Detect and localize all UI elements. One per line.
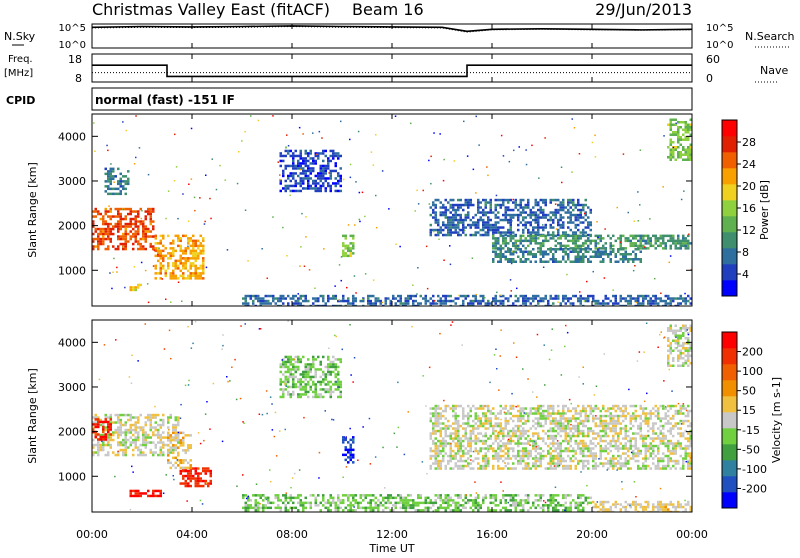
time-tick-label: 04:00 bbox=[176, 528, 208, 541]
freq-label-line1: Freq. bbox=[8, 54, 33, 65]
time-tick-label: 16:00 bbox=[476, 528, 508, 541]
nave-tick-top: 60 bbox=[706, 53, 720, 66]
power-colorbar-swatch bbox=[722, 264, 737, 280]
velocity-colorbar-tick-label: -100 bbox=[742, 463, 767, 476]
power-colorbar-label: Power [dB] bbox=[758, 180, 771, 240]
power-colorbar-swatch bbox=[722, 120, 737, 136]
velocity-colorbar-swatch bbox=[722, 492, 737, 508]
freq-tick-bottom: 8 bbox=[75, 72, 82, 85]
power-colorbar-tick-label: 28 bbox=[742, 136, 756, 149]
velocity-colorbar-swatch bbox=[722, 476, 737, 492]
velocity-colorbar-swatch bbox=[722, 428, 737, 444]
noise-right-tick-bottom: 10^0 bbox=[706, 40, 733, 51]
station-title: Christmas Valley East (fitACF) bbox=[92, 0, 330, 19]
power-colorbar-swatch bbox=[722, 152, 737, 168]
velocity-colorbar-tick-label: 50 bbox=[742, 385, 756, 398]
freq-label-line2: [MHz] bbox=[4, 68, 33, 79]
time-tick-label: 00:00 bbox=[76, 528, 108, 541]
velocity-colorbar-tick-label: -200 bbox=[742, 482, 767, 495]
velocity-range-tick-label: 2000 bbox=[58, 426, 86, 439]
power-colorbar-swatch bbox=[722, 280, 737, 296]
velocity-colorbar-tick-label: -15 bbox=[742, 424, 760, 437]
beam-label: Beam 16 bbox=[352, 0, 424, 19]
velocity-range-axis-label: Slant Range [km] bbox=[26, 368, 39, 464]
power-colorbar-tick-label: 4 bbox=[742, 268, 749, 281]
velocity-panel: 4000 3000 2000 1000 Slant Range [km] bbox=[26, 320, 692, 514]
power-colorbar-swatch bbox=[722, 248, 737, 264]
time-tick-label: 00:00 bbox=[676, 528, 708, 541]
noise-left-tick-top: 10^5 bbox=[59, 23, 86, 34]
velocity-colorbar-swatch bbox=[722, 348, 737, 364]
cpid-text: normal (fast) -151 IF bbox=[95, 93, 235, 107]
noise-right-tick-top: 10^5 bbox=[706, 23, 733, 34]
noise-left-tick-bottom: 10^0 bbox=[59, 40, 86, 51]
nave-tick-bottom: 0 bbox=[706, 72, 713, 85]
velocity-colorbar-tick-label: -50 bbox=[742, 443, 760, 456]
velocity-range-tick-label: 1000 bbox=[58, 470, 86, 483]
velocity-colorbar-label: Velocity [m s-1] bbox=[770, 377, 783, 463]
time-tick-label: 08:00 bbox=[276, 528, 308, 541]
power-colorbar-tick-label: 8 bbox=[742, 246, 749, 259]
power-colorbar-tick-label: 16 bbox=[742, 202, 756, 215]
velocity-colorbar-swatch bbox=[722, 380, 737, 396]
power-range-tick-label: 4000 bbox=[58, 130, 86, 143]
power-colorbar: 28 24 20 16 12 8 4 Power [dB] bbox=[722, 120, 771, 296]
freq-series-line bbox=[92, 65, 692, 76]
noise-panel: N.Sky 10^5 10^0 10^5 10^0 N.Search bbox=[4, 23, 795, 51]
power-range-tick-label: 2000 bbox=[58, 220, 86, 233]
power-range-tick-label: 3000 bbox=[58, 175, 86, 188]
velocity-colorbar-swatch bbox=[722, 332, 737, 348]
velocity-colorbar-tick-label: 100 bbox=[742, 365, 763, 378]
velocity-colorbar-swatch bbox=[722, 460, 737, 476]
time-tick-label: 20:00 bbox=[576, 528, 608, 541]
velocity-colorbar-tick-label: 15 bbox=[742, 404, 756, 417]
velocity-colorbar-swatch bbox=[722, 396, 737, 412]
velocity-range-tick-label: 3000 bbox=[58, 381, 86, 394]
power-colorbar-swatch bbox=[722, 200, 737, 216]
power-panel: 4000 3000 2000 1000 Slant Range [km] bbox=[26, 114, 692, 307]
power-colorbar-swatch bbox=[722, 232, 737, 248]
velocity-colorbar-swatch bbox=[722, 412, 737, 428]
cpid-label: CPID bbox=[6, 94, 35, 107]
power-range-tick-label: 1000 bbox=[58, 264, 86, 277]
velocity-colorbar: 200 100 50 15 -15 -50 -100 -200 Velocity [m s-1… bbox=[722, 332, 783, 508]
noise-right-label: N.Search bbox=[745, 30, 795, 43]
freq-tick-top: 18 bbox=[68, 53, 82, 66]
time-tick-label: 12:00 bbox=[376, 528, 408, 541]
power-colorbar-tick-label: 24 bbox=[742, 158, 756, 171]
velocity-colorbar-swatch bbox=[722, 444, 737, 460]
velocity-colorbar-swatch bbox=[722, 364, 737, 380]
power-colorbar-swatch bbox=[722, 184, 737, 200]
power-colorbar-swatch bbox=[722, 216, 737, 232]
date-label: 29/Jun/2013 bbox=[595, 0, 692, 19]
velocity-range-tick-label: 4000 bbox=[58, 336, 86, 349]
time-axis-label: Time UT bbox=[368, 542, 414, 554]
freq-panel: Freq. [MHz] 18 8 60 0 Nave bbox=[4, 53, 788, 85]
noise-left-label: N.Sky bbox=[4, 30, 36, 43]
power-colorbar-tick-label: 12 bbox=[742, 224, 756, 237]
power-colorbar-swatch bbox=[722, 168, 737, 184]
velocity-colorbar-tick-label: 200 bbox=[742, 346, 763, 359]
power-colorbar-swatch bbox=[722, 136, 737, 152]
power-colorbar-tick-label: 20 bbox=[742, 180, 756, 193]
nave-label: Nave bbox=[760, 64, 788, 77]
power-range-axis-label: Slant Range [km] bbox=[26, 162, 39, 258]
